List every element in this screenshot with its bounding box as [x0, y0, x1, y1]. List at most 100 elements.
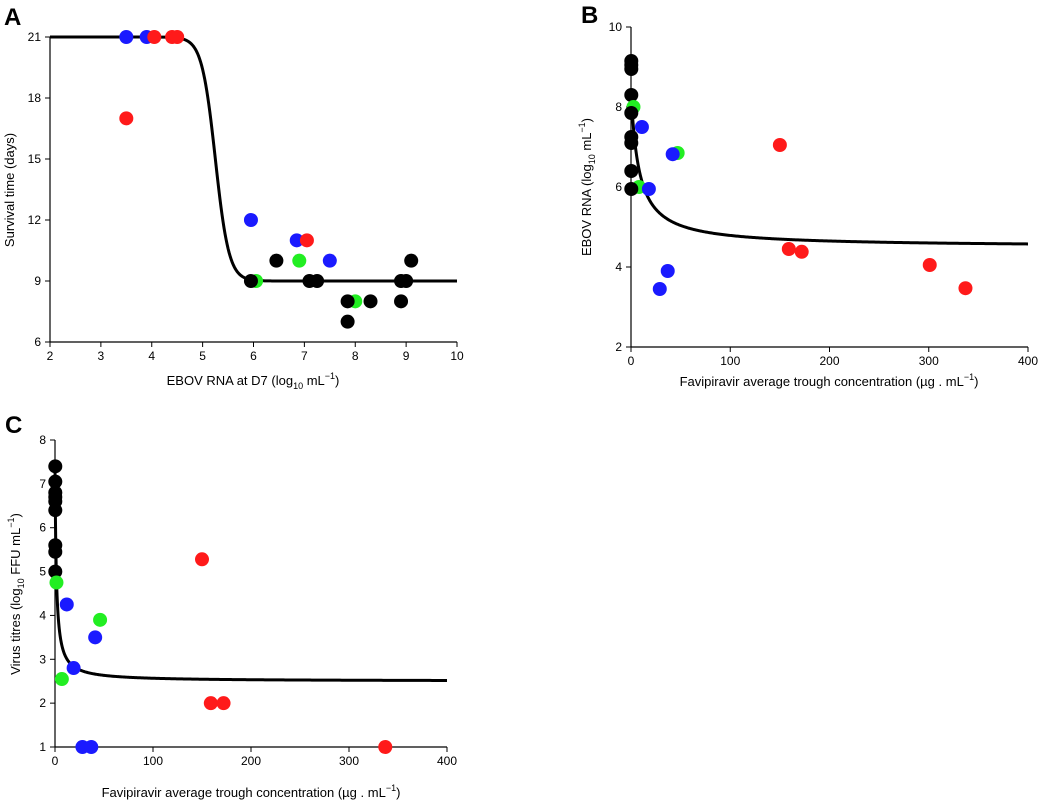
panel-a-x-tick-label: 10 — [450, 349, 464, 363]
panel-b-y-tick-label: 8 — [615, 100, 622, 114]
panel-a-point-green — [292, 253, 307, 268]
panel-a-y-label: Survival time (days) — [2, 133, 17, 247]
panel-b-y-tick-label: 10 — [609, 20, 623, 34]
panel-c-x-tick-label: 400 — [437, 754, 457, 768]
panel-a-y-tick-label: 15 — [28, 152, 42, 166]
panel-c-point-blue — [88, 630, 103, 645]
panel-c-point-black — [48, 544, 63, 559]
panel-b-point-blue — [634, 120, 649, 134]
panel-b-point-black — [624, 106, 639, 120]
panel-b: B 0 100 200 300 400 2 4 6 8 10 Favipiravir average … — [577, 2, 1038, 389]
panel-c-x-label: Favipiravir average trough concentration… — [102, 783, 401, 800]
panel-b-x-tick-label: 0 — [628, 354, 635, 368]
panel-a-x-tick-label: 8 — [352, 349, 359, 363]
panel-c-y-tick-label: 6 — [39, 521, 46, 535]
panel-a-fitted-curve — [50, 35, 457, 283]
panel-c-y-tick-label: 2 — [39, 696, 46, 710]
panel-c-y-tick-label: 7 — [39, 477, 46, 491]
panel-a-point-black — [340, 314, 355, 329]
panel-a-letter: A — [4, 4, 21, 31]
panel-a-x-tick-label: 9 — [403, 349, 410, 363]
panel-a-point-blue — [289, 233, 304, 248]
panel-b-point-red — [922, 258, 937, 272]
panel-a-y-tick-label: 12 — [28, 213, 42, 227]
panel-c: C 0 100 200 300 400 1 2 3 4 5 6 7 8 Favipiravir averag… — [5, 412, 457, 800]
panel-a-point-black — [243, 274, 258, 288]
panel-a-x-tick-label: 6 — [250, 349, 257, 363]
panel-a-x-tick-label: 2 — [47, 349, 54, 363]
panel-b-point-black — [624, 182, 639, 196]
panel-c-point-green — [93, 612, 108, 627]
panel-a-point-black — [404, 253, 419, 268]
panel-a-point-blue — [119, 30, 134, 44]
panel-a-point-blue — [322, 253, 337, 268]
panel-a-y-tick-label: 21 — [28, 30, 42, 44]
panel-b-y-label: EBOV RNA (log10 mL−1) — [577, 118, 597, 256]
panel-b-point-blue — [665, 147, 680, 162]
panel-a-point-red — [170, 30, 185, 44]
panel-a-x-label: EBOV RNA at D7 (log10 mL−1) — [167, 371, 340, 391]
panel-c-point-red — [203, 696, 218, 711]
panel-c-y-tick-label: 4 — [39, 608, 46, 622]
panel-b-point-red — [781, 242, 796, 256]
panel-a-point-black — [363, 294, 378, 309]
panel-c-y-tick-label: 3 — [39, 652, 46, 666]
panel-a-x-tick-label: 3 — [98, 349, 105, 363]
panel-a-y-tick-label: 6 — [34, 335, 41, 349]
panel-c-point-green — [49, 575, 64, 590]
panel-a-point-black — [310, 274, 325, 288]
panel-c-point-black — [48, 564, 63, 579]
panel-b-letter: B — [581, 2, 598, 29]
panel-c-x-tick-label: 100 — [143, 754, 163, 768]
panel-b-y-tick-label: 6 — [615, 180, 622, 194]
panel-b-x-tick-label: 100 — [720, 354, 740, 368]
panel-b-fitted-curve — [629, 90, 1029, 246]
panel-c-y-tick-label: 1 — [39, 740, 46, 754]
panel-c-point-red — [195, 552, 209, 567]
panel-b-x-tick-label: 300 — [919, 354, 939, 368]
panel-b-point-black — [624, 136, 639, 150]
panel-c-x-tick-label: 200 — [241, 754, 261, 768]
panel-a-point-red — [147, 30, 162, 44]
panel-c-y-tick-label: 8 — [39, 433, 46, 447]
panel-c-point-red — [216, 696, 231, 711]
panel-b-point-blue — [660, 264, 675, 278]
panel-a-point-black — [269, 253, 284, 268]
panel-c-letter: C — [5, 412, 22, 439]
panel-b-point-red — [794, 244, 809, 259]
panel-c-x-tick-label: 0 — [52, 754, 59, 768]
panel-b-y-tick-label: 2 — [615, 340, 622, 354]
panel-a-y-tick-label: 9 — [34, 274, 41, 288]
panel-b-point-red — [772, 138, 787, 152]
panel-c-point-blue — [66, 661, 81, 676]
panel-b-point-black — [624, 88, 639, 102]
panel-c-y-label: Virus titres (log10 FFU mL−1) — [6, 513, 26, 675]
panel-c-point-black — [48, 474, 63, 489]
panel-b-point-red — [958, 281, 973, 296]
panel-a-point-blue — [243, 213, 258, 227]
panel-b-point-black — [624, 62, 639, 76]
panel-c-point-blue — [59, 597, 74, 612]
panel-a-x-tick-label: 4 — [148, 349, 155, 363]
panel-c-y-tick-label: 5 — [39, 565, 46, 579]
panel-a-x-tick-label: 7 — [301, 349, 308, 363]
panel-c-point-black — [48, 459, 63, 474]
panel-a-x-tick-label: 5 — [199, 349, 206, 363]
panel-c-point-blue — [84, 740, 99, 754]
panel-c-point-red — [378, 740, 393, 754]
panel-c-fitted-curve — [53, 466, 447, 682]
panel-a-point-red — [299, 233, 314, 248]
panel-b-point-blue — [652, 282, 667, 296]
panel-b-x-label: Favipiravir average trough concentration… — [680, 372, 979, 389]
panel-a-point-black — [399, 274, 414, 288]
panel-c-point-black — [48, 503, 63, 518]
panel-a: A 2 3 4 5 6 7 8 9 10 6 9 12 15 18 21 EBOV RNA at D7 (log… — [2, 4, 464, 391]
panel-b-x-tick-label: 400 — [1018, 354, 1038, 368]
panel-c-x-tick-label: 300 — [339, 754, 359, 768]
panel-c-point-green — [54, 672, 69, 687]
panel-a-point-red — [119, 111, 134, 126]
panel-b-x-tick-label: 200 — [819, 354, 839, 368]
panel-b-point-blue — [641, 182, 656, 196]
panel-a-point-black — [394, 294, 409, 309]
